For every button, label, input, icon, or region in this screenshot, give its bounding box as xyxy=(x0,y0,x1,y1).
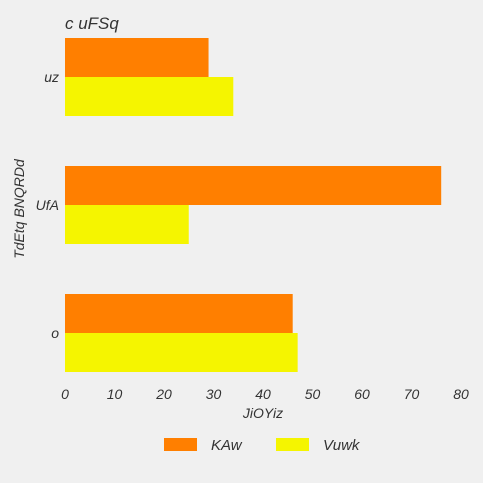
bar-KAw-uz xyxy=(65,38,209,77)
x-tick-labels: 0 10 20 30 40 50 60 70 80 xyxy=(61,386,469,402)
x-tick-label: 80 xyxy=(453,386,469,402)
x-tick-label: 20 xyxy=(155,386,172,402)
x-tick-label: 0 xyxy=(61,386,69,402)
bars-group xyxy=(65,38,442,372)
legend-label-KAw: KAw xyxy=(211,437,243,454)
y-axis-label: TdEtq BNQRDd xyxy=(11,158,27,259)
x-tick-label: 30 xyxy=(206,386,222,402)
chart-title: c uFSq xyxy=(65,14,119,33)
y-tick-label: UfA xyxy=(36,197,59,213)
x-tick-label: 60 xyxy=(354,386,370,402)
legend: KAw Vuwk xyxy=(164,437,361,454)
y-tick-label: o xyxy=(51,325,59,341)
x-tick-label: 70 xyxy=(404,386,420,402)
y-tick-labels: uz UfA o xyxy=(36,69,60,341)
x-tick-label: 50 xyxy=(305,386,321,402)
bar-KAw-UfA xyxy=(65,166,442,205)
y-tick-label: uz xyxy=(44,69,59,85)
legend-swatch-Vuwk xyxy=(276,438,309,451)
bar-Vuwk-uz xyxy=(65,77,234,116)
bar-Vuwk-UfA xyxy=(65,205,189,244)
legend-swatch-KAw xyxy=(164,438,197,451)
x-tick-label: 40 xyxy=(255,386,271,402)
x-axis-label: JiOYiz xyxy=(242,405,283,421)
bar-Vuwk-o xyxy=(65,333,298,372)
bar-KAw-o xyxy=(65,294,293,333)
legend-label-Vuwk: Vuwk xyxy=(323,437,361,454)
x-tick-label: 10 xyxy=(107,386,123,402)
